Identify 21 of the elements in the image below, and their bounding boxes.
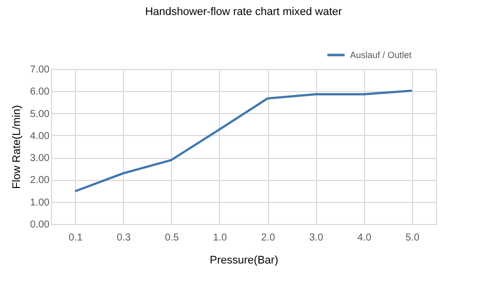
y-tick-label: 0.00 <box>30 220 50 230</box>
x-tick-label: 1.0 <box>212 232 228 244</box>
y-tick-label: 4.00 <box>30 130 50 142</box>
y-tick-label: 7.00 <box>30 64 50 76</box>
x-tick-label: 4.0 <box>357 232 372 244</box>
line-series <box>74 90 414 192</box>
y-tick-label: 1.00 <box>30 197 50 208</box>
y-tick-label: 3.00 <box>30 153 50 164</box>
x-tick-label: 0.1 <box>68 232 83 244</box>
x-tick-label: 5.0 <box>405 232 420 244</box>
y-tick-label: 6.00 <box>30 86 50 98</box>
x-tick-label: 3.0 <box>309 232 324 244</box>
x-tick-label: 0.5 <box>164 232 180 244</box>
y-tick-label: 5.00 <box>30 108 50 120</box>
y-tick-label: 2.00 <box>30 175 50 186</box>
legend-label: Auslauf / Outlet <box>350 50 412 60</box>
chart-title: Handshower-flow rate chart mixed water <box>145 6 342 18</box>
x-tick-label: 2.0 <box>261 232 276 244</box>
x-tick-label: 0.3 <box>116 232 132 244</box>
x-axis-title: Pressure(Bar) <box>210 254 278 266</box>
y-axis-title: Flow Rate(L/min) <box>11 105 24 189</box>
